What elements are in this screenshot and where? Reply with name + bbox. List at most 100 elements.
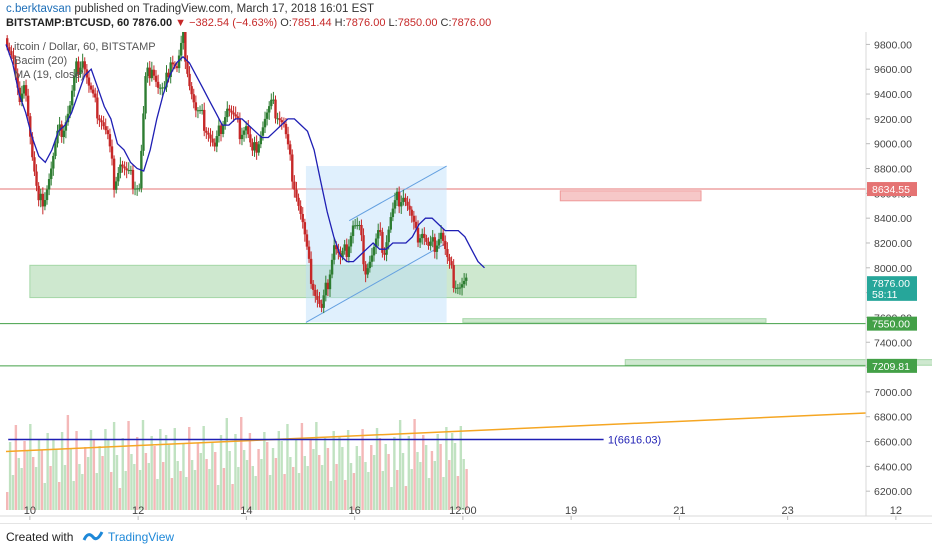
candle-body [232,112,235,115]
volume-bar [306,466,309,510]
candle-body [312,283,315,290]
candle-body [454,287,457,289]
ohlc-line: BITSTAMP:BTCUSD, 60 7876.00 ▼ −382.54 (−… [6,17,491,29]
chart-legend: itcoin / Dollar, 60, BITSTAMP Bacim (20)… [14,41,156,81]
zone-1 [559,190,702,202]
volume-bar [81,474,84,510]
low-label: L: [388,17,398,29]
volume-bar [416,452,419,510]
candle-body [465,277,468,281]
candle-body [129,169,133,171]
volume-bar [271,448,275,510]
candle-body [293,181,296,190]
volume-bar [162,462,165,510]
volume-bar [375,428,379,510]
author-link[interactable]: c.berktavsan [6,3,72,15]
candle-body [393,200,397,209]
volume-bar [237,467,240,510]
candle-body [458,287,462,289]
candle-body [60,124,63,138]
volume-bar [315,422,318,510]
volume-bar [84,447,87,510]
volume-bar [121,438,124,510]
volume-bar [133,464,136,510]
candle-body [322,295,325,308]
candle-body [242,130,246,135]
volume-bar [167,445,171,510]
volume-bar [63,465,67,510]
volume-bar [55,449,58,510]
price-label-text: 58:11 [872,289,898,301]
volume-bar [23,441,26,510]
candle-body [108,134,112,147]
publish-line: c.berktavsan published on TradingView.co… [6,3,374,15]
candle-body [301,214,304,223]
price-label-box [867,358,917,373]
candle-body [318,299,321,304]
y-tick-label: 6200.00 [874,486,912,498]
candle-body [112,158,116,190]
candle-body [77,61,80,75]
candle-body [209,134,212,139]
volume-bar [69,448,72,510]
candle-body [259,135,263,145]
price-label-text: 7550.00 [872,319,910,331]
candle-body [58,124,61,131]
candle-body [345,244,348,257]
candle-body [26,95,30,117]
volume-bar [104,429,107,510]
candle-body [110,146,114,159]
volume-bar [144,453,148,510]
volume-bar [248,433,252,510]
candle-body [343,244,346,251]
candle-body [347,246,351,257]
x-tick-label: 14 [240,505,252,517]
candle-body [439,232,443,240]
candle-body [121,164,124,167]
candle-body [100,120,103,123]
volume-bar [101,456,104,510]
candle-body [29,116,32,137]
candle-body [203,109,206,131]
candle-body [10,51,13,56]
volume-bar [346,430,350,510]
volume-bar [335,464,338,510]
volume-bar [390,487,393,510]
volume-bar [413,419,416,510]
x-tick-label: 12 [890,505,902,517]
volume-bar [127,421,130,510]
candle-body [68,105,72,114]
price-label-box [867,286,917,301]
published-text: published on TradingView.com, March 17, … [74,3,375,15]
volume-bar [66,415,70,510]
x-tick-label: 12 [132,505,144,517]
volume-bar [176,461,179,510]
close-value: 7876.00 [451,17,492,29]
candle-body [190,86,193,95]
volume-bar [222,468,226,510]
candle-body [456,287,460,289]
volume-bar [274,458,278,510]
candle-body [198,110,202,112]
volume-bar [26,451,29,510]
tradingview-brand-link[interactable]: TradingView [108,530,175,544]
volume-bar [422,435,425,510]
high-label: H: [334,17,346,29]
candle-body [37,185,40,201]
candle-body [35,171,38,186]
volume-bar [225,418,228,510]
y-tick-label: 9000.00 [874,139,912,151]
channel-lower-line [305,242,447,323]
candle-body [184,32,187,62]
candle-body [299,205,302,215]
price-chart[interactable]: 1(6616.03) 9800.00 9600.00 9400.00 9200.00 9… [0,32,932,523]
volume-bar [245,460,249,510]
volume-bar [445,427,448,510]
candle-body [431,237,434,242]
candle-body [47,179,51,190]
volume-bar [381,471,385,510]
candle-body [138,188,141,190]
volume-bar [332,431,335,510]
symbol-label: BITSTAMP:BTCUSD, 60 [6,17,130,29]
volume-bar [393,437,396,510]
